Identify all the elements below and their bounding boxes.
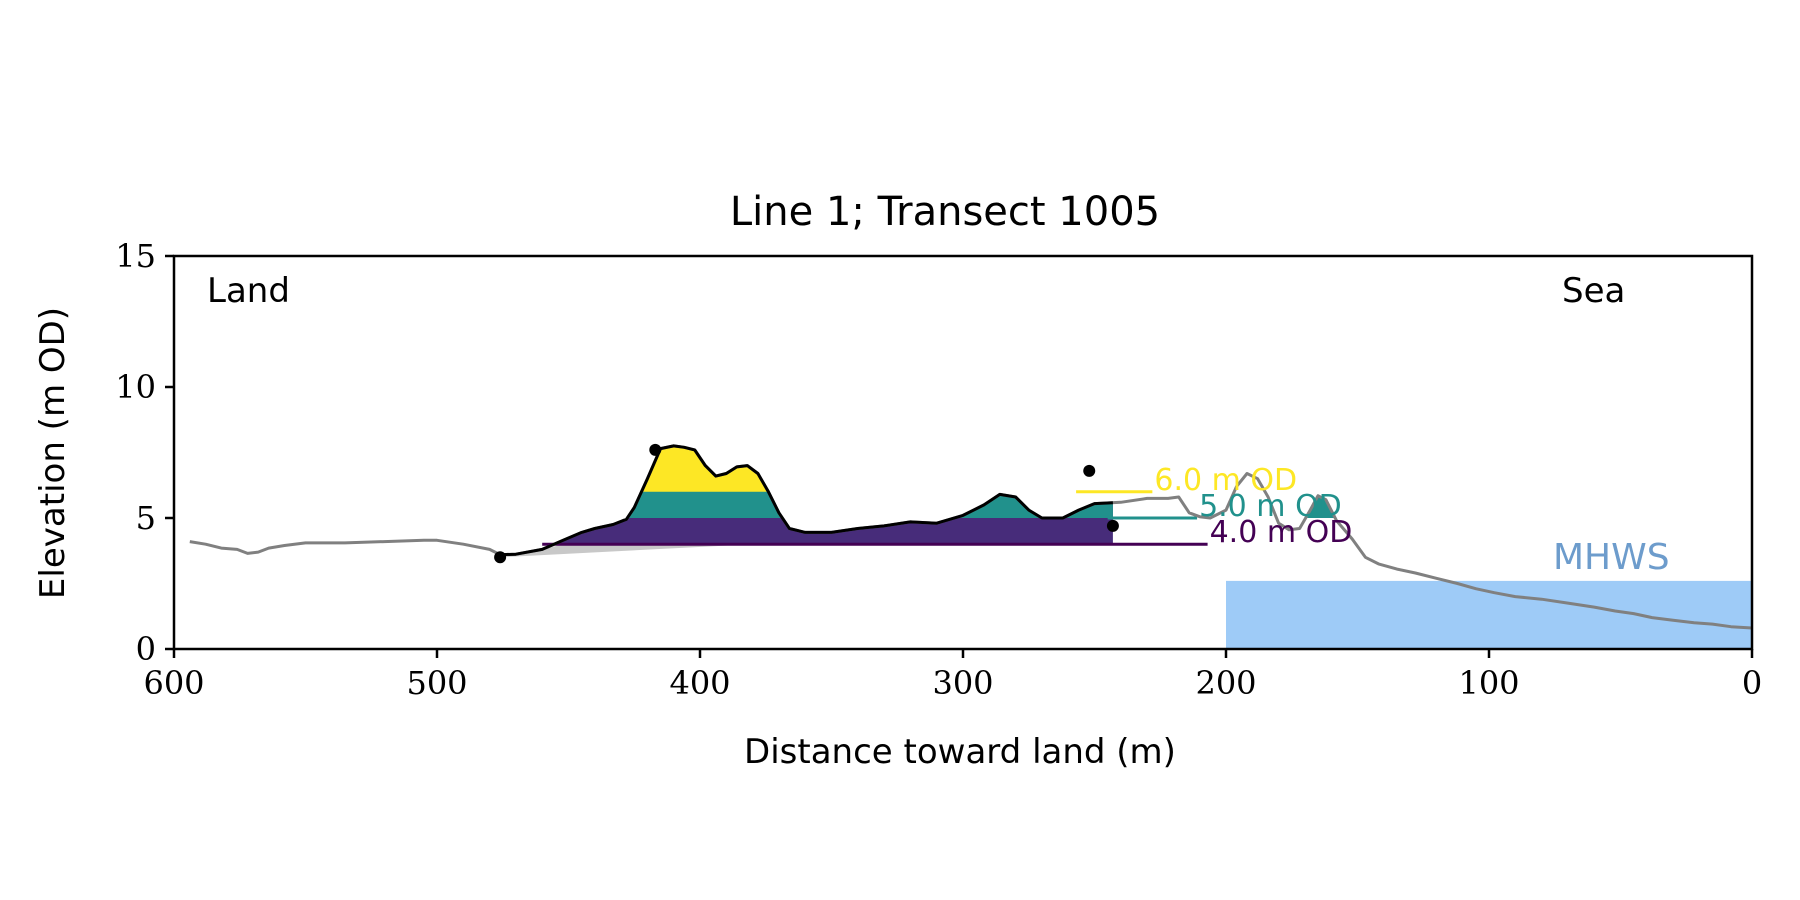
- x-tick-label: 200: [1195, 664, 1256, 702]
- y-tick-label: 15: [115, 237, 156, 275]
- land-annotation: Land: [207, 271, 290, 311]
- dune-marker-2: [649, 443, 662, 456]
- y-tick-label: 10: [115, 368, 156, 406]
- x-tick-label: 300: [932, 664, 993, 702]
- threshold-label-5: 5.0 m OD: [1199, 489, 1342, 524]
- dune-marker-3: [1083, 464, 1096, 477]
- threshold-label-4: 4.0 m OD: [1210, 515, 1353, 550]
- dune-outline: [500, 444, 1113, 557]
- threshold-fill-6: [642, 445, 769, 492]
- plot-area: 6.0 m OD5.0 m OD4.0 m OD: [189, 443, 1752, 649]
- x-tick-label: 500: [406, 664, 467, 702]
- threshold-label-6: 6.0 m OD: [1154, 463, 1297, 498]
- chart-title: Line 1; Transect 1005: [730, 189, 1160, 235]
- dune-marker-4: [1106, 519, 1119, 532]
- y-tick-label: 0: [136, 630, 156, 668]
- sea-annotation: Sea: [1562, 271, 1625, 311]
- x-tick-label: 100: [1458, 664, 1519, 702]
- axes: 600 500 400 300 200 100 0 0 5 10 15: [115, 237, 1762, 702]
- y-tick-label: 5: [136, 499, 156, 537]
- y-axis-label: Elevation (m OD): [33, 307, 73, 599]
- x-tick-label: 0: [1742, 664, 1762, 702]
- mhws-label: MHWS: [1553, 537, 1670, 578]
- dune-marker-1: [494, 551, 507, 564]
- plot-clipped-group: [189, 443, 1752, 649]
- below-base-fill: [500, 544, 753, 558]
- x-tick-label: 400: [669, 664, 730, 702]
- x-tick-label: 600: [143, 664, 204, 702]
- x-axis-label: Distance toward land (m): [744, 732, 1176, 772]
- toe-peak-fill: [1306, 495, 1336, 518]
